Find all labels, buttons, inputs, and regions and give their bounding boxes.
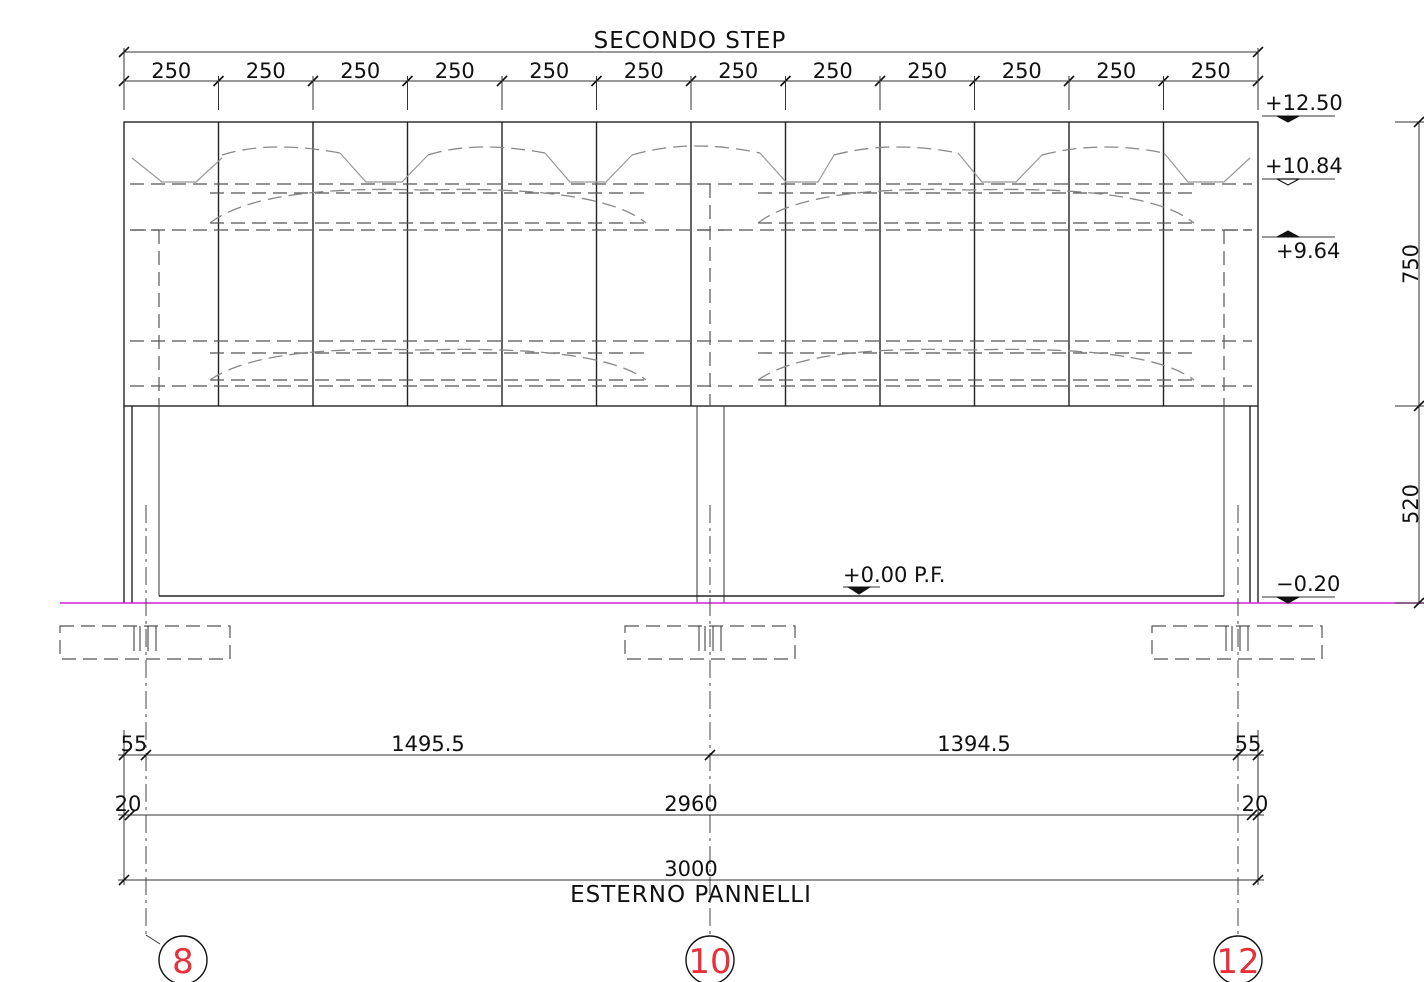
top-dim-label: 250 (1191, 59, 1231, 83)
grid-label-10: 10 (688, 942, 731, 982)
level-12-50: +12.50 (1265, 91, 1343, 115)
dim-span-2960: 2960 (664, 792, 717, 816)
grid-label-8: 8 (172, 942, 194, 982)
level-markers: +12.50 +10.84 +9.64 −0.20 +0.00 P.F. (843, 91, 1343, 604)
top-dim-label: 250 (624, 59, 664, 83)
bottom-dimension-row-3: 3000 ESTERNO PANNELLI (118, 857, 1264, 908)
roof-shed-profile (131, 145, 1251, 183)
dim-edge-right-55: 55 (1235, 732, 1262, 756)
drawing-title: SECONDO STEP (594, 28, 787, 54)
dim-span-1495: 1495.5 (391, 732, 464, 756)
top-dim-label: 250 (340, 59, 380, 83)
hidden-lines (130, 183, 1252, 387)
dim-total-caption: ESTERNO PANNELLI (570, 882, 812, 908)
level-9-64: +9.64 (1276, 239, 1340, 263)
right-dimension-chain: 750 520 (1399, 116, 1424, 609)
grid-axes (145, 505, 1239, 945)
top-dim-label: 250 (246, 59, 286, 83)
dim-edge-right-20: 20 (1242, 792, 1269, 816)
bottom-dimension-row-2: 20 2960 20 (115, 792, 1269, 821)
top-dim-label: 250 (435, 59, 475, 83)
dim-edge-left-55: 55 (121, 732, 148, 756)
top-dim-label: 250 (813, 59, 853, 83)
level-10-84: +10.84 (1265, 154, 1343, 178)
arched-beams (209, 188, 1195, 381)
dim-total-3000: 3000 (664, 857, 717, 881)
dim-height-upper: 750 (1399, 244, 1423, 284)
dim-edge-left-20: 20 (115, 792, 142, 816)
top-dim-label: 250 (151, 59, 191, 83)
panel-joints (217, 122, 1165, 406)
dim-height-lower: 520 (1399, 484, 1423, 524)
top-dim-label: 250 (907, 59, 947, 83)
top-dim-label: 250 (1002, 59, 1042, 83)
bottom-dimension-row-1: 55 1495.5 1394.5 55 (118, 732, 1264, 761)
top-dim-label: 250 (1096, 59, 1136, 83)
grid-bubble-12: 12 (1213, 935, 1263, 982)
foundations (59, 625, 1323, 660)
top-dim-label: 250 (718, 59, 758, 83)
dim-span-1394: 1394.5 (937, 732, 1010, 756)
top-dim-label: 250 (529, 59, 569, 83)
extension-lines (123, 48, 1424, 885)
columns (123, 184, 1259, 603)
grid-bubble-10: 10 (685, 935, 735, 982)
grid-bubble-8: 8 (158, 935, 208, 982)
floor-level-label: +0.00 P.F. (843, 563, 945, 587)
level-minus-0-20: −0.20 (1276, 572, 1340, 596)
top-dimension-chain: 250 250 250 250 250 250 250 250 250 250 250 250 (118, 59, 1264, 110)
grid-label-12: 12 (1216, 942, 1259, 982)
